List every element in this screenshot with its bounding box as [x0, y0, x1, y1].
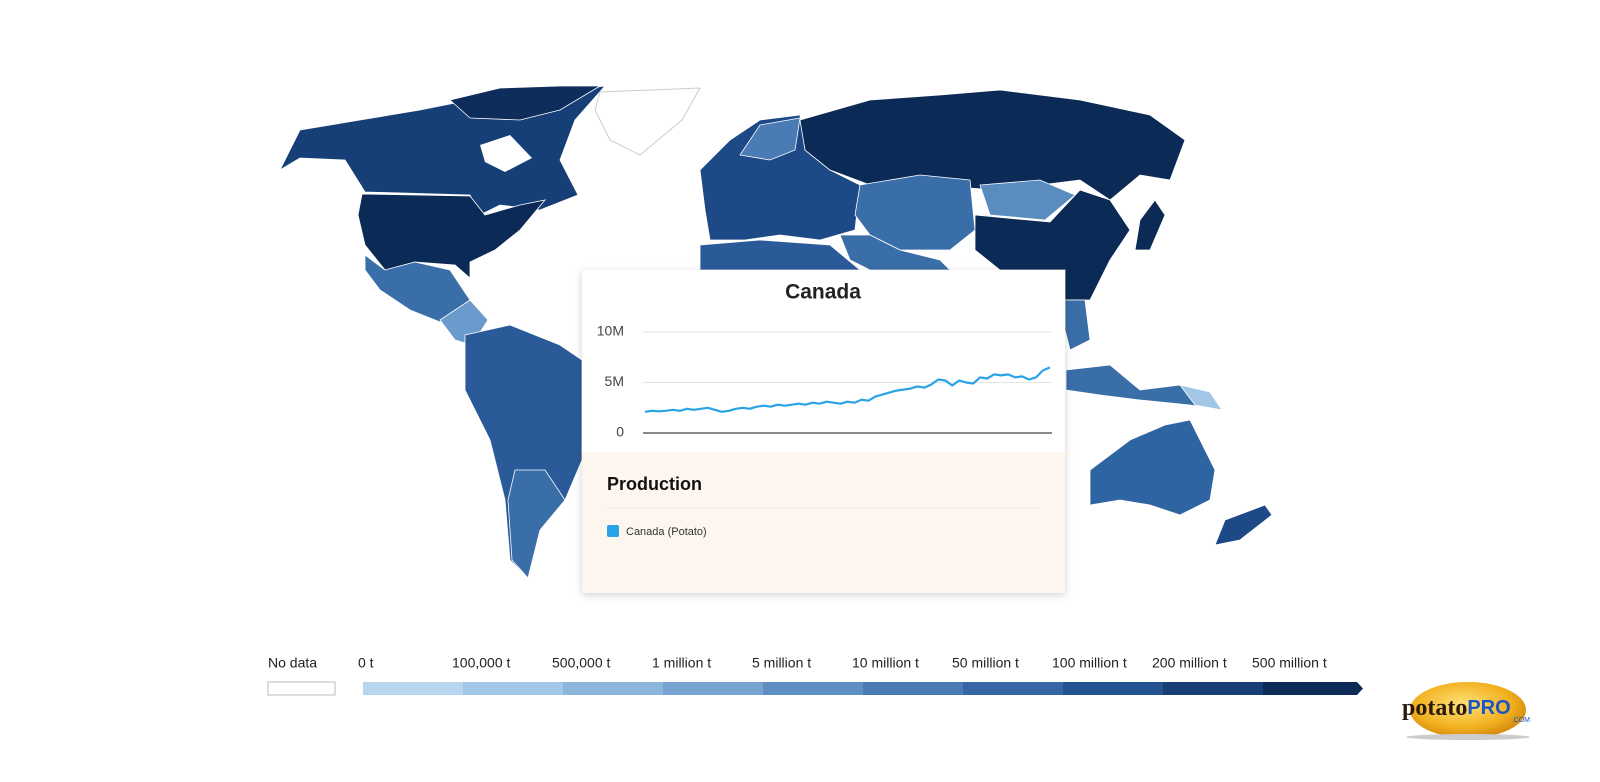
data-line — [644, 366, 1051, 413]
greenland[interactable] — [594, 87, 701, 156]
no-data-label: No data — [268, 655, 317, 671]
scale-label: 200 million t — [1152, 655, 1227, 671]
scandinavia[interactable] — [739, 117, 801, 161]
logo-name: potato — [1402, 695, 1467, 721]
middle-east[interactable] — [839, 234, 951, 271]
china[interactable] — [974, 189, 1131, 301]
scale-segment — [563, 682, 663, 695]
legend-swatch — [607, 525, 619, 537]
new-zealand[interactable] — [1214, 504, 1273, 546]
scale-segment — [1163, 682, 1263, 695]
scale-label: 1 million t — [652, 655, 711, 671]
africa[interactable] — [699, 239, 862, 271]
scale-label: 100,000 t — [452, 655, 510, 671]
logo-suffix: .COM — [1512, 717, 1530, 724]
y-tick-label: 10M — [597, 323, 624, 339]
logo: potatoPRO .COM — [1402, 682, 1530, 740]
scale-segment — [363, 682, 463, 695]
logo-text: potatoPRO — [1402, 695, 1511, 721]
logo-highlight: PRO — [1467, 697, 1510, 719]
world-map — [279, 85, 1273, 579]
scale-label: 10 million t — [852, 655, 919, 671]
australia[interactable] — [1089, 419, 1216, 516]
scale-label: 500 million t — [1252, 655, 1327, 671]
no-data-swatch — [267, 681, 336, 696]
scale-label: 5 million t — [752, 655, 811, 671]
scale-segment — [763, 682, 863, 695]
scale-segment — [963, 682, 1063, 695]
legend-title: Production — [607, 474, 702, 494]
tooltip — [582, 270, 1065, 593]
legend-label: Canada (Potato) — [626, 526, 707, 538]
y-tick-label: 5M — [605, 373, 624, 389]
hudson-bay — [480, 135, 532, 172]
scale-segment — [463, 682, 563, 695]
y-tick-label: 0 — [616, 424, 624, 440]
scale-label: 100 million t — [1052, 655, 1127, 671]
logo-shadow — [1406, 734, 1530, 740]
usa[interactable] — [357, 193, 547, 279]
arctic-islands[interactable] — [449, 85, 602, 121]
scale-segment — [1263, 682, 1363, 695]
scale-label: 500,000 t — [552, 655, 610, 671]
logo-potato — [1410, 682, 1526, 738]
scale-segment — [663, 682, 763, 695]
japan[interactable] — [1134, 199, 1166, 251]
scale-label: 0 t — [358, 655, 374, 671]
tooltip-legend-panel — [582, 452, 1065, 593]
papua[interactable] — [1179, 384, 1223, 411]
southeast-asia[interactable] — [1064, 299, 1091, 351]
scale-segment — [1063, 682, 1163, 695]
indonesia[interactable] — [1065, 364, 1221, 411]
tooltip-title: Canada — [785, 281, 861, 304]
russia[interactable] — [799, 89, 1186, 201]
central-asia[interactable] — [854, 174, 976, 251]
tooltip-content: Canada Production — [607, 281, 1040, 509]
scale-segment — [863, 682, 963, 695]
scale-label: 50 million t — [952, 655, 1019, 671]
argentina[interactable] — [507, 469, 566, 579]
mongolia[interactable] — [979, 179, 1076, 221]
